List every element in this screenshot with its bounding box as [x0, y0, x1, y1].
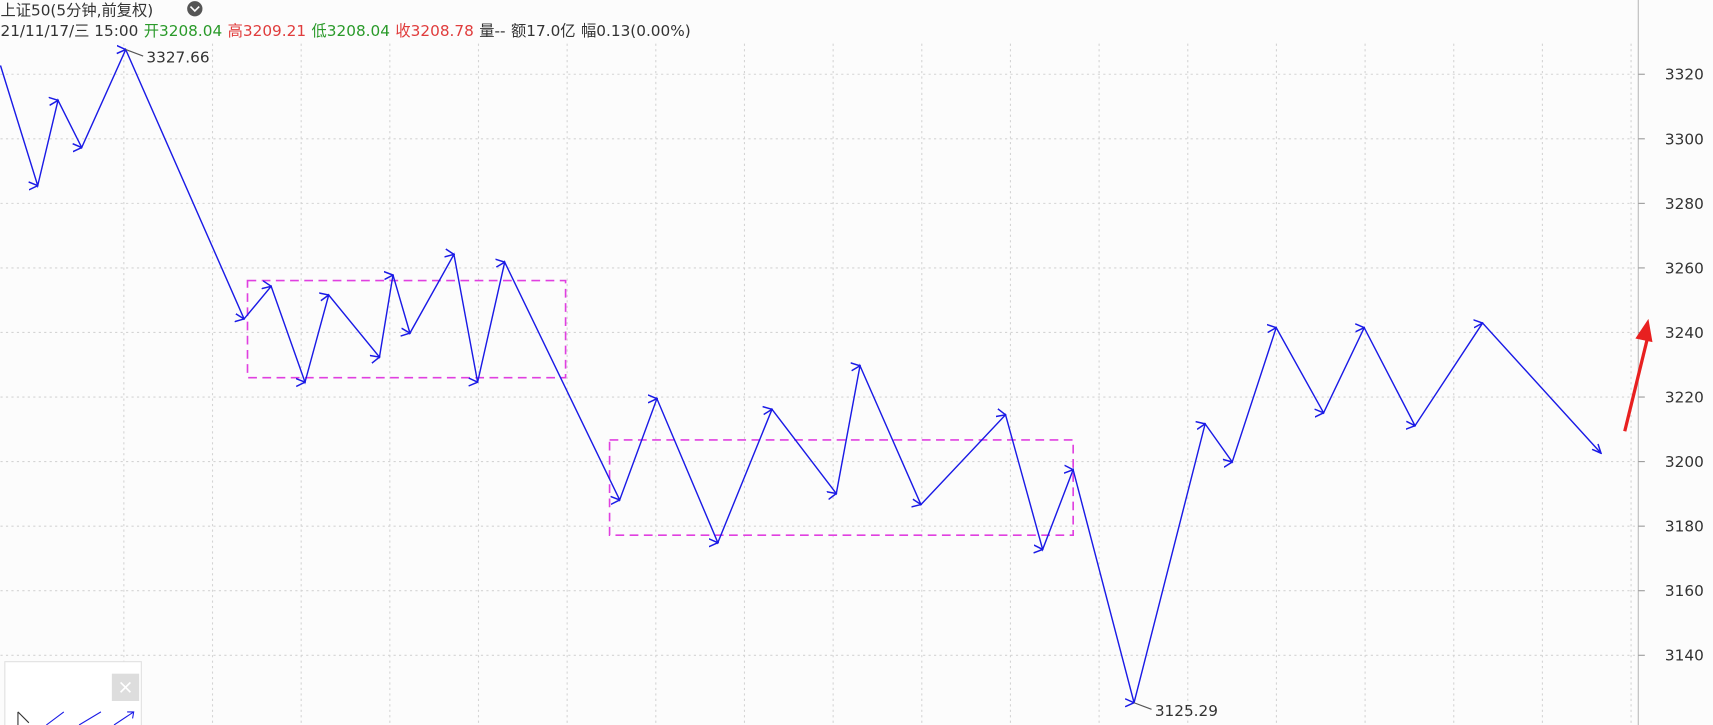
y-tick-label: 3260 [1665, 259, 1704, 277]
y-tick-label: 3300 [1665, 130, 1704, 148]
trend-arrow-head [1635, 318, 1653, 343]
tool-ray[interactable] [78, 711, 102, 725]
info-value: 3209.21 [243, 22, 306, 40]
info-value: 3208.04 [159, 22, 222, 40]
y-tick-label: 3180 [1665, 518, 1704, 536]
y-tick-label: 3280 [1665, 195, 1704, 213]
y-tick-label: 3240 [1665, 324, 1704, 342]
y-tick-label: 3140 [1665, 647, 1704, 665]
info-label: 低 [312, 22, 327, 40]
drawing-toolbar [4, 661, 142, 725]
info-label: 高 [228, 22, 243, 40]
chart-title: 上证50(5分钟,前复权) [0, 1, 153, 19]
dropdown-icon [189, 5, 200, 13]
tool-arrow[interactable] [113, 711, 135, 725]
y-tick-label: 3160 [1665, 582, 1704, 600]
info-text: 幅0.13(0.00%) [581, 22, 691, 40]
tool-pointer[interactable] [17, 711, 30, 725]
annotation-label: 3125.29 [1155, 702, 1218, 720]
y-tick-label: 3220 [1665, 388, 1704, 406]
info-text: 额17.0亿 [511, 22, 576, 40]
info-label: 收 [395, 22, 410, 40]
zigzag-line [0, 50, 1601, 703]
y-tick-label: 3320 [1665, 66, 1704, 84]
dropdown-button[interactable] [187, 1, 203, 17]
info-label: 开 [144, 22, 159, 40]
trend-arrow [1623, 333, 1651, 432]
info-text: 21/11/17/三 15:00 [0, 22, 138, 40]
info-value: 3208.78 [411, 22, 474, 40]
annotation-pointer [125, 49, 144, 57]
annotation-pointer [1133, 702, 1152, 710]
annotation-label: 3327.66 [146, 49, 209, 67]
tool-line[interactable] [46, 711, 65, 725]
info-line: 21/11/17/三 15:00 开3208.04 高3209.21 低3208.04… [0, 22, 690, 40]
info-value: 3208.04 [327, 22, 390, 40]
y-tick-label: 3200 [1665, 453, 1704, 471]
info-text: 量-- [479, 22, 505, 40]
